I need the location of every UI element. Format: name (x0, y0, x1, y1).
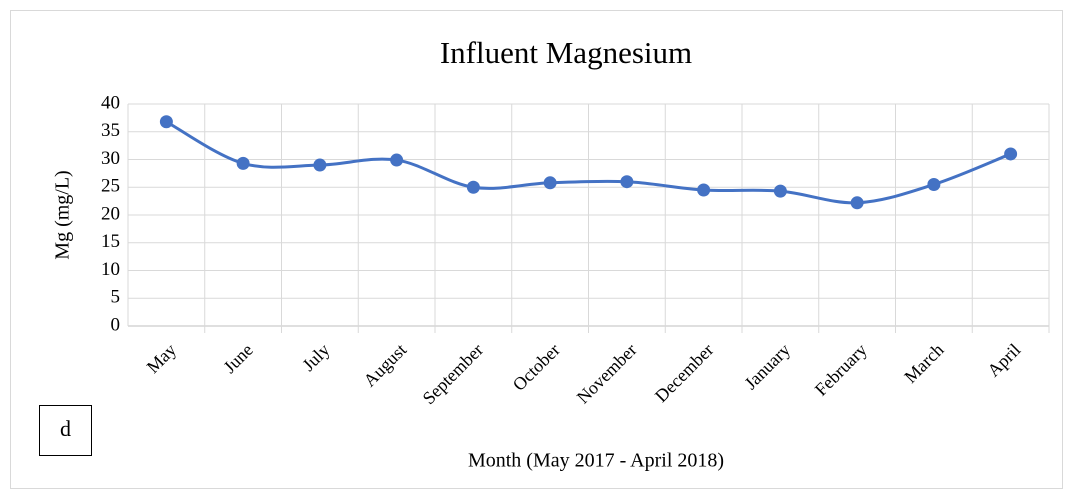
y-tick-label: 30 (101, 148, 120, 169)
series-line (165, 120, 1012, 205)
y-tick-label: 5 (111, 287, 121, 308)
point (466, 180, 480, 194)
y-tick-label: 10 (101, 259, 120, 280)
point (620, 175, 634, 189)
annotation-box (39, 405, 92, 456)
point (543, 176, 557, 190)
point (697, 183, 711, 197)
point (927, 177, 941, 191)
y-tick-label: 35 (101, 120, 120, 141)
y-tick-label: 15 (101, 231, 120, 252)
y-axis-title: Mg (mg/L) (52, 170, 74, 259)
point (159, 115, 173, 129)
chart-title: Influent Magnesium (440, 35, 692, 70)
y-tick-label: 40 (101, 92, 120, 113)
y-tick-label: 20 (101, 203, 120, 224)
point (1004, 147, 1018, 161)
x-axis-title: Month (May 2017 - April 2018) (468, 450, 724, 472)
point (850, 196, 864, 210)
chart-frame (10, 10, 1063, 489)
annotation: d (60, 416, 71, 441)
point (390, 153, 404, 167)
y-tick-label: 0 (111, 314, 121, 335)
y-tick-label: 25 (101, 176, 120, 197)
point (236, 156, 250, 170)
point (773, 184, 787, 198)
point (313, 158, 327, 172)
